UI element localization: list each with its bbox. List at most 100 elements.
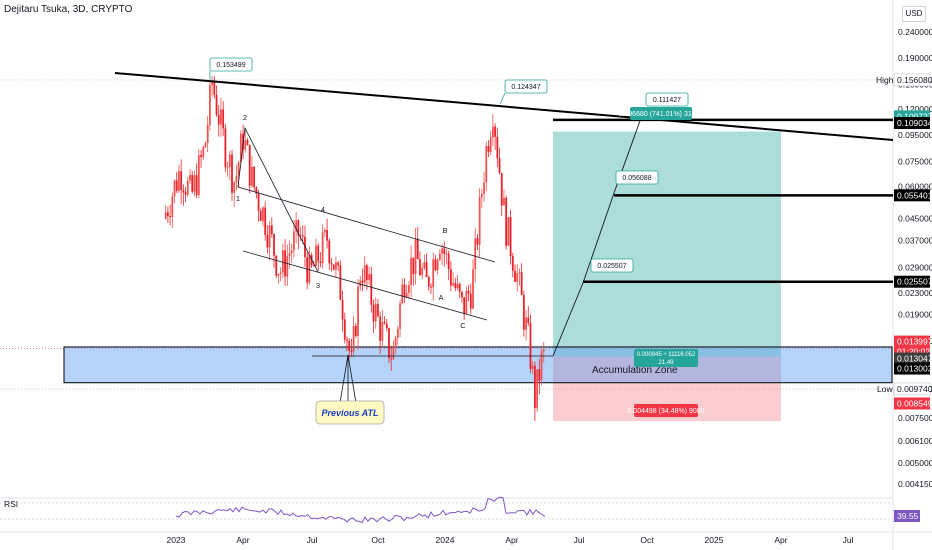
candle — [357, 279, 359, 350]
candle-body — [293, 231, 295, 251]
candle-body — [290, 250, 293, 254]
candle — [374, 297, 377, 329]
price-tick-label: 0.019000 — [898, 310, 932, 320]
candle — [449, 261, 452, 292]
candle-body — [527, 317, 530, 324]
candle-body — [449, 269, 452, 286]
candle — [284, 239, 286, 286]
candle-body — [237, 162, 240, 176]
candle — [483, 172, 485, 202]
candle — [480, 188, 483, 209]
candle-body — [399, 303, 401, 329]
candle-body — [284, 250, 286, 277]
candle-body — [485, 146, 488, 183]
callout-tp1-box — [590, 258, 634, 273]
candle-body — [228, 154, 231, 167]
callout-high-2023-text: 0.153499 — [216, 62, 245, 69]
candle-body — [425, 262, 428, 278]
price-tick-label: 0.075000 — [898, 157, 932, 167]
candle-body — [518, 272, 521, 274]
candle-body — [264, 207, 267, 235]
candle-body — [467, 290, 470, 294]
candle-body — [476, 238, 479, 245]
candle-body — [416, 238, 419, 260]
stop-pct-label-text: 0.004498 (34.48%) 9000 — [627, 408, 704, 415]
price-tag: 0.055401 — [894, 189, 932, 202]
candle — [197, 149, 200, 199]
price-tick-label: 0.004150 — [898, 479, 932, 489]
candle — [257, 189, 260, 222]
price-tag: 0.008549 — [894, 397, 932, 410]
candle — [396, 325, 399, 346]
candle-body — [423, 262, 426, 268]
candle-body — [438, 253, 441, 260]
candle-body — [178, 171, 180, 191]
candle-body — [496, 136, 499, 159]
candle — [430, 283, 432, 295]
candle — [500, 172, 503, 216]
candle — [178, 164, 180, 194]
candle-body — [469, 293, 472, 309]
candle — [180, 159, 183, 204]
candle-body — [531, 365, 534, 370]
price-tag-text: 0.009740 — [897, 384, 932, 394]
target-pct-label: 0.096680 (741.01%) 31494 — [619, 107, 704, 120]
candle-body — [248, 144, 251, 186]
candle-body — [206, 124, 209, 143]
candle — [463, 297, 466, 320]
candle-body — [173, 180, 176, 197]
price-tag-text: 0.109034 — [897, 118, 932, 128]
candle — [297, 219, 300, 250]
candle-body — [317, 245, 320, 262]
price-tag-text: 0.013003 — [897, 364, 932, 374]
candle-body — [368, 274, 370, 281]
candle-body — [319, 261, 322, 264]
price-tick-label: 0.060000 — [898, 181, 932, 191]
candle-body — [505, 197, 508, 246]
wave-lines — [237, 126, 319, 273]
candle — [209, 80, 211, 131]
channel-upper — [237, 186, 496, 263]
candle-body — [436, 259, 439, 271]
candle — [301, 225, 304, 244]
candle-body — [279, 272, 282, 274]
price-tick-label: 0.005000 — [898, 458, 932, 468]
price-tag-box — [894, 397, 930, 410]
candle-body — [184, 192, 187, 195]
candle-body — [370, 274, 373, 305]
candle-body — [494, 126, 497, 137]
currency-selector[interactable]: USD — [902, 6, 926, 22]
candle-body — [257, 193, 260, 211]
candle — [273, 233, 275, 269]
candle-body — [392, 347, 395, 360]
time-axis: 2023 Apr Jul Oct 2024 Apr Jul Oct 2025 Apr Jul — [167, 535, 854, 545]
candle — [215, 85, 218, 117]
atl-pointer-2 — [339, 354, 349, 404]
candle — [204, 141, 207, 148]
time-tick-label: 2024 — [436, 535, 455, 545]
candle — [290, 243, 293, 263]
accumulation-zone-label: Accumulation Zone — [592, 365, 678, 376]
candle-body — [193, 175, 196, 192]
candle — [330, 258, 333, 272]
candle — [414, 227, 417, 285]
candle-body — [432, 259, 435, 288]
candle — [339, 260, 342, 301]
candle-body — [357, 286, 359, 337]
candle — [343, 312, 346, 344]
price-tag: 0.013047 — [894, 352, 932, 365]
candle — [354, 323, 357, 338]
candle-body — [348, 341, 351, 351]
time-tick-label: Jul — [574, 535, 585, 545]
candle — [405, 284, 408, 299]
candle — [498, 147, 501, 175]
price-tag-box — [893, 73, 931, 87]
candle-body — [182, 190, 185, 193]
candle — [511, 252, 514, 278]
high-label: High — [876, 75, 894, 85]
candle-body — [529, 323, 532, 370]
candle — [542, 341, 545, 363]
candle-body — [251, 166, 253, 186]
